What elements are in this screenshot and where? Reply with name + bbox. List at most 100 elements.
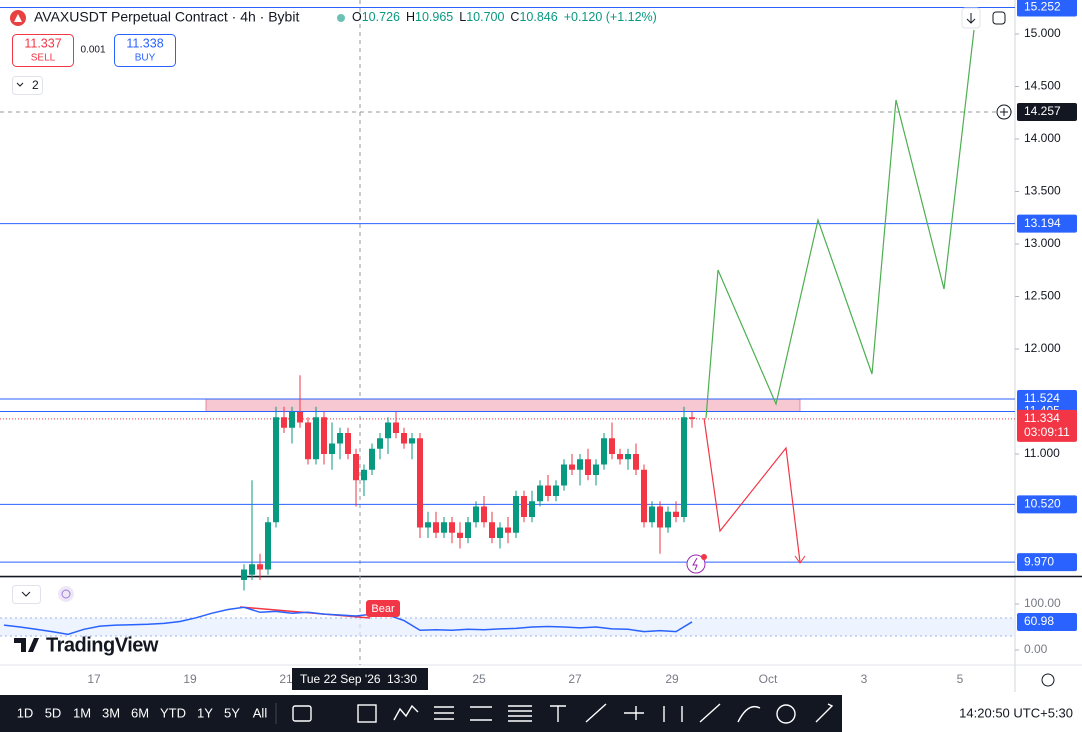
range-button[interactable]: 5D (45, 705, 62, 720)
sell-button[interactable] (12, 34, 74, 67)
y-tick-label: 13.000 (1024, 236, 1061, 250)
x-tick-label: 21 (279, 672, 293, 686)
annotation-badge (366, 600, 400, 617)
status-dot (337, 14, 345, 22)
candle-body (689, 417, 695, 419)
event-dot (701, 554, 707, 560)
tool-icon[interactable] (470, 706, 492, 721)
candle-body (505, 527, 511, 533)
candle-body (681, 417, 687, 517)
candle-body (393, 422, 399, 433)
range-button[interactable]: 5Y (224, 705, 240, 720)
price-badge-label: 15.252 (1024, 0, 1061, 14)
buy-button[interactable] (114, 34, 176, 67)
range-button[interactable]: 1D (17, 705, 34, 720)
chart-layer (0, 7, 1015, 591)
x-tick-label: 19 (183, 672, 197, 686)
candle-body (473, 506, 479, 523)
candle-body (433, 522, 439, 533)
x-tick-label: 29 (665, 672, 679, 686)
tool-icon[interactable] (550, 705, 566, 722)
tool-icon[interactable] (663, 706, 683, 722)
candle-body (513, 495, 519, 533)
candle-body (649, 506, 655, 523)
tool-icon[interactable] (699, 703, 721, 723)
price-badge (1017, 103, 1077, 122)
range-button[interactable]: 1Y (197, 705, 213, 720)
candle-body (409, 438, 415, 444)
ohlc-value: 10.846 (519, 10, 557, 24)
candle-body (521, 495, 527, 517)
tool-icon[interactable] (357, 704, 377, 723)
candle-body (601, 438, 607, 465)
candle-body (569, 464, 575, 470)
arrow-icon (966, 13, 976, 24)
candle-body (289, 411, 295, 428)
candle-body (537, 485, 543, 502)
tool-icon[interactable] (585, 703, 607, 723)
symbol-title[interactable]: AVAXUSDT Perpetual Contract · 4h · Bybit (34, 9, 299, 25)
price-badge-label: 11.524 (1024, 391, 1060, 405)
pane-settings[interactable] (58, 586, 74, 602)
spread: 0.001 (80, 45, 105, 56)
candle-body (401, 432, 407, 444)
x-tick-label: 3 (861, 672, 868, 686)
projection-down (703, 417, 801, 563)
range-button[interactable]: All (253, 705, 268, 720)
ohlc-value: 10.965 (415, 10, 453, 24)
tool-icon[interactable] (815, 703, 834, 723)
candle-body (273, 417, 279, 523)
logo-mark (14, 638, 39, 652)
candle-body (585, 459, 591, 475)
ohlc-value: 10.700 (466, 10, 504, 24)
price-badge (1017, 0, 1077, 17)
candle-body (609, 438, 615, 454)
tool-icon[interactable] (292, 705, 312, 722)
x-tick-label: 17 (87, 672, 101, 686)
candle-body (545, 485, 551, 496)
range-button[interactable]: 1M (73, 705, 91, 720)
fullscreen-button[interactable] (992, 11, 1006, 25)
indicators-toggle[interactable] (12, 76, 43, 95)
range-button[interactable]: 6M (131, 705, 149, 720)
ohlc-label: H (406, 10, 415, 24)
candle-body (441, 522, 447, 533)
tool-icon[interactable] (624, 706, 644, 720)
sell-label: SELL (31, 53, 56, 64)
y-tick-label: 15.000 (1024, 26, 1061, 40)
event-icon[interactable] (686, 554, 706, 574)
settings-icon[interactable] (1041, 673, 1055, 687)
candle-body (481, 506, 487, 523)
candle-body (449, 522, 455, 533)
range-button[interactable]: YTD (160, 705, 186, 720)
ohlc: O10.726 H10.965 L10.700 C10.846 +0.120 (+1.1… (352, 10, 657, 24)
arrow-head (794, 555, 806, 564)
y-tick-label: 14.500 (1024, 79, 1061, 93)
candle-body (529, 501, 535, 517)
price-badge-label: 10.520 (1024, 497, 1061, 511)
candle-body (641, 469, 647, 523)
candle-body (425, 522, 431, 528)
candle-body (281, 417, 287, 428)
tool-icon[interactable] (393, 704, 419, 721)
plus (1000, 108, 1008, 117)
tool-icon[interactable] (434, 706, 454, 720)
x-tick-label: 5 (957, 672, 964, 686)
tool-icon[interactable] (776, 704, 796, 724)
candle-body (345, 432, 351, 454)
candle-body (329, 443, 335, 454)
range-button[interactable]: 3M (102, 705, 120, 720)
candle-body (633, 453, 639, 470)
price-badge (1017, 409, 1077, 442)
candle-body (369, 448, 375, 470)
pane-collapse[interactable] (12, 585, 41, 604)
price-badge-label: 9.970 (1024, 554, 1054, 568)
projection-up (705, 29, 975, 419)
ohlc-label: O (352, 10, 362, 24)
candle-body (265, 522, 271, 570)
tool-icon[interactable] (508, 705, 532, 722)
candle-body (553, 485, 559, 496)
tool-icon[interactable] (737, 705, 761, 723)
candle-body (241, 569, 247, 580)
